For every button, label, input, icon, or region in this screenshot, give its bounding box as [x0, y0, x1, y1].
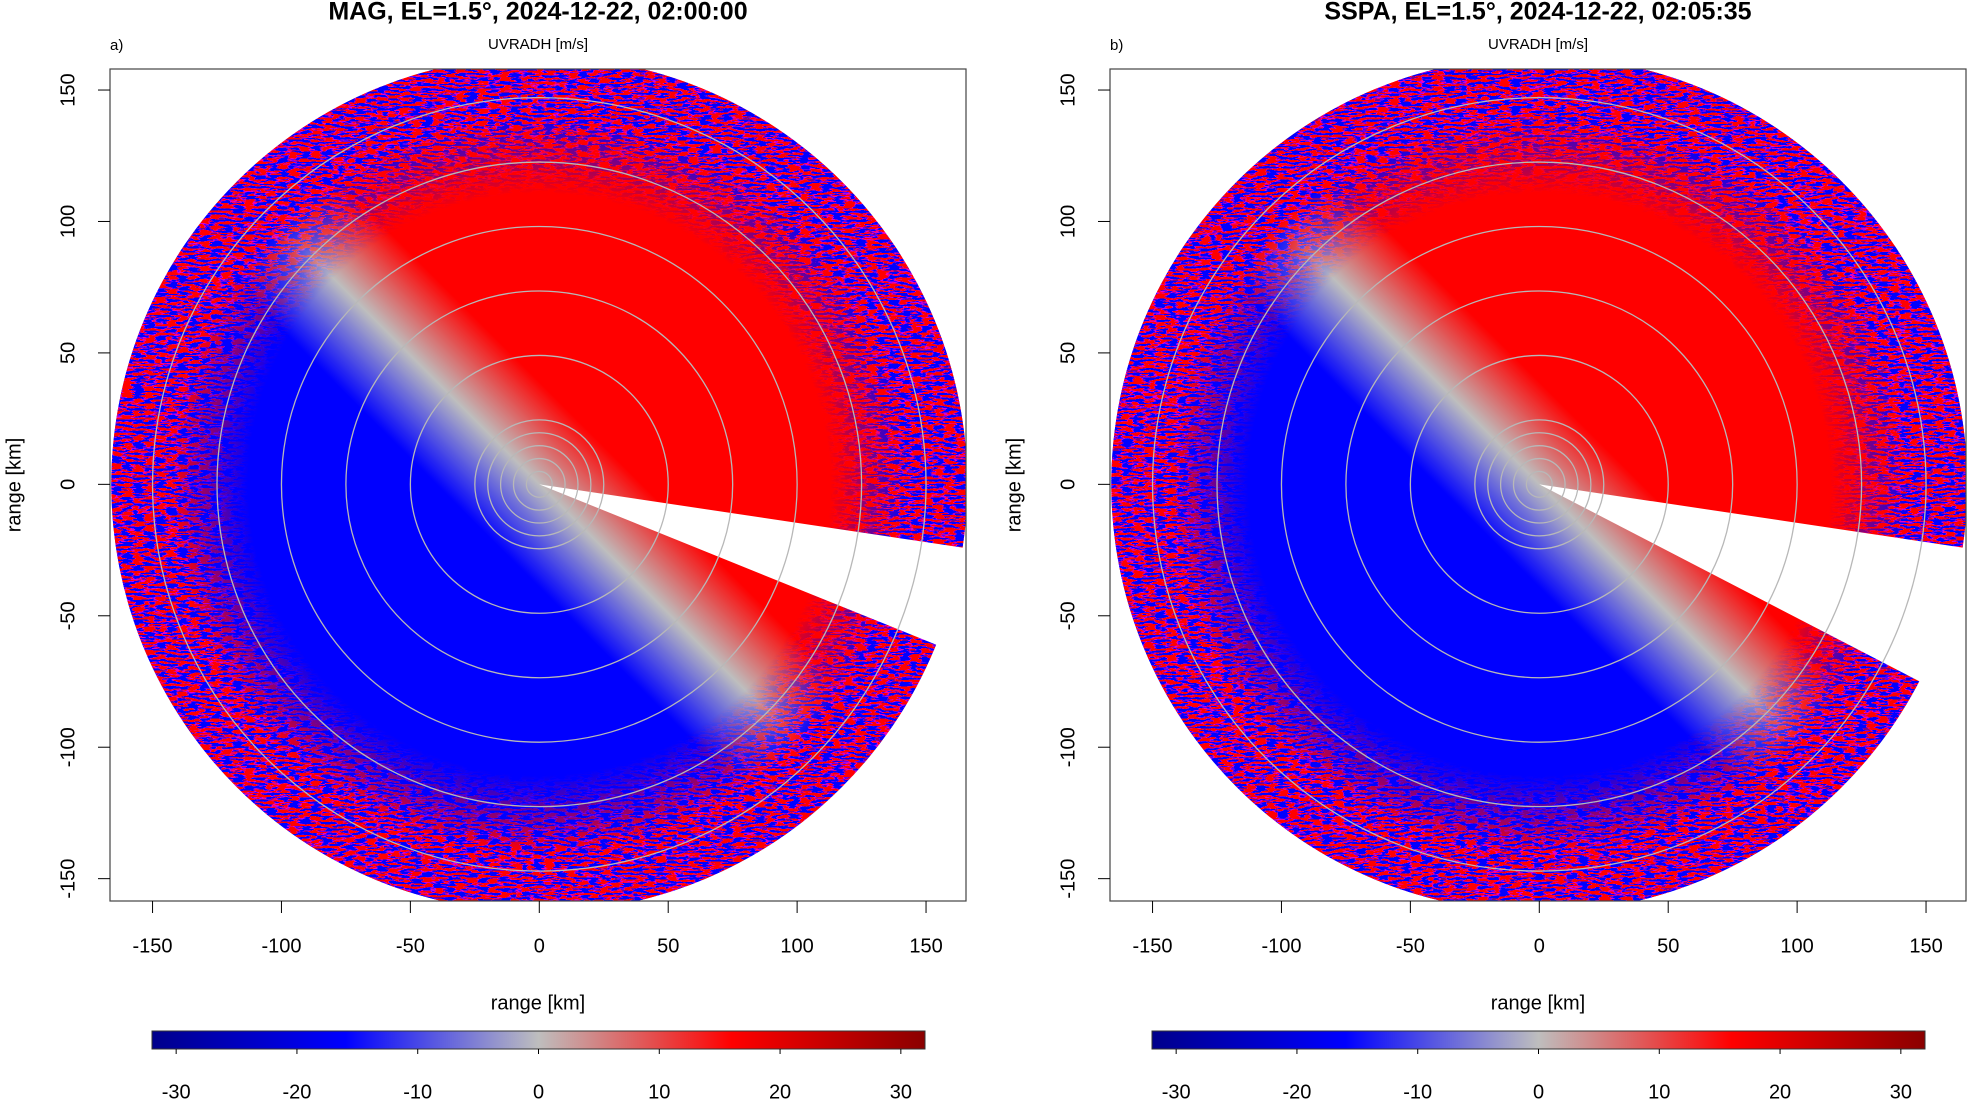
range-ring	[1474, 419, 1605, 550]
colorbar-tick-label: 20	[769, 1081, 791, 1102]
x-tick-label: 50	[657, 935, 679, 957]
colorbar-tick-label: 0	[533, 1081, 544, 1102]
colorbar	[1151, 1030, 1926, 1050]
y-tick-label: 100	[1057, 205, 1079, 238]
range-ring	[280, 225, 798, 743]
colorbar-tick-label: -20	[282, 1081, 311, 1102]
subtitle: UVRADH [m/s]	[1488, 36, 1588, 53]
y-tick-label: 150	[1057, 73, 1079, 106]
chart-title: SSPA, EL=1.5°, 2024-12-22, 02:05:35	[1324, 0, 1751, 26]
range-ring	[1525, 470, 1553, 498]
colorbar-tick-label: 10	[1648, 1081, 1670, 1102]
y-tick-label: -50	[1057, 601, 1079, 630]
colorbar-tick-label: 10	[648, 1081, 670, 1102]
panel-label: b)	[1110, 37, 1123, 54]
y-tick-label: -150	[1057, 859, 1079, 899]
range-ring	[512, 457, 566, 511]
y-tick-label: 150	[57, 73, 79, 106]
y-tick-label: -100	[1057, 727, 1079, 767]
range-ring	[487, 432, 592, 537]
range-ring	[1280, 225, 1798, 743]
x-axis-label: range [km]	[491, 992, 585, 1014]
range-ring	[151, 96, 927, 872]
panel	[1111, 69, 1966, 901]
x-tick-label: 150	[909, 935, 942, 957]
blocked-sector	[1539, 484, 1966, 706]
range-ring	[216, 161, 863, 808]
y-tick-label: 50	[57, 342, 79, 364]
subtitle: UVRADH [m/s]	[488, 36, 588, 53]
range-ring	[525, 470, 553, 498]
range-ring	[1512, 457, 1566, 511]
range-ring	[409, 354, 669, 614]
y-tick-label: 50	[1057, 342, 1079, 364]
colorbar-tick-label: 30	[1890, 1081, 1912, 1102]
colorbar-tick-label: -10	[403, 1081, 432, 1102]
range-ring	[1151, 96, 1927, 872]
range-ring	[1345, 290, 1734, 679]
colorbar-tick-label: -20	[1282, 1081, 1311, 1102]
y-tick-label: 100	[57, 205, 79, 238]
x-tick-label: 150	[1909, 935, 1942, 957]
colorbar-tick-label: -10	[1403, 1081, 1432, 1102]
x-tick-label: -150	[133, 935, 173, 957]
range-ring	[1409, 354, 1669, 614]
range-ring	[499, 445, 579, 524]
x-tick-label: 50	[1657, 935, 1679, 957]
y-tick-label: -50	[57, 601, 79, 630]
colorbar-tick-label: 0	[1533, 1081, 1544, 1102]
panel-label: a)	[110, 37, 123, 54]
colorbar	[151, 1030, 926, 1050]
colorbar-tick-label: -30	[162, 1081, 191, 1102]
x-tick-label: -50	[1396, 935, 1425, 957]
x-tick-label: -100	[1261, 935, 1301, 957]
x-tick-label: 100	[1780, 935, 1813, 957]
x-tick-label: -150	[1133, 935, 1173, 957]
y-tick-label: 0	[1057, 479, 1079, 490]
colorbar-tick-label: 30	[890, 1081, 912, 1102]
noise-clutter	[1111, 69, 1966, 901]
x-tick-label: 100	[780, 935, 813, 957]
colorbar-tick-label: -30	[1162, 1081, 1191, 1102]
range-ring	[1487, 432, 1592, 537]
x-tick-label: 0	[1534, 935, 1545, 957]
plot-frame	[109, 68, 967, 902]
x-tick-label: 0	[534, 935, 545, 957]
range-ring	[345, 290, 734, 679]
panel	[111, 69, 966, 901]
range-ring	[1499, 445, 1579, 524]
y-tick-label: -100	[57, 727, 79, 767]
x-tick-label: -100	[261, 935, 301, 957]
y-tick-label: -150	[57, 859, 79, 899]
range-ring	[1216, 161, 1863, 808]
x-axis-label: range [km]	[1491, 992, 1585, 1014]
y-tick-label: 0	[57, 479, 79, 490]
range-ring	[474, 419, 605, 550]
y-axis-label: range [km]	[3, 438, 25, 532]
blocked-sector	[539, 484, 966, 657]
plot-frame	[1109, 68, 1967, 902]
colorbar-tick-label: 20	[1769, 1081, 1791, 1102]
x-tick-label: -50	[396, 935, 425, 957]
chart-title: MAG, EL=1.5°, 2024-12-22, 02:00:00	[328, 0, 747, 26]
y-axis-label: range [km]	[1003, 438, 1025, 532]
noise-clutter	[111, 69, 966, 901]
